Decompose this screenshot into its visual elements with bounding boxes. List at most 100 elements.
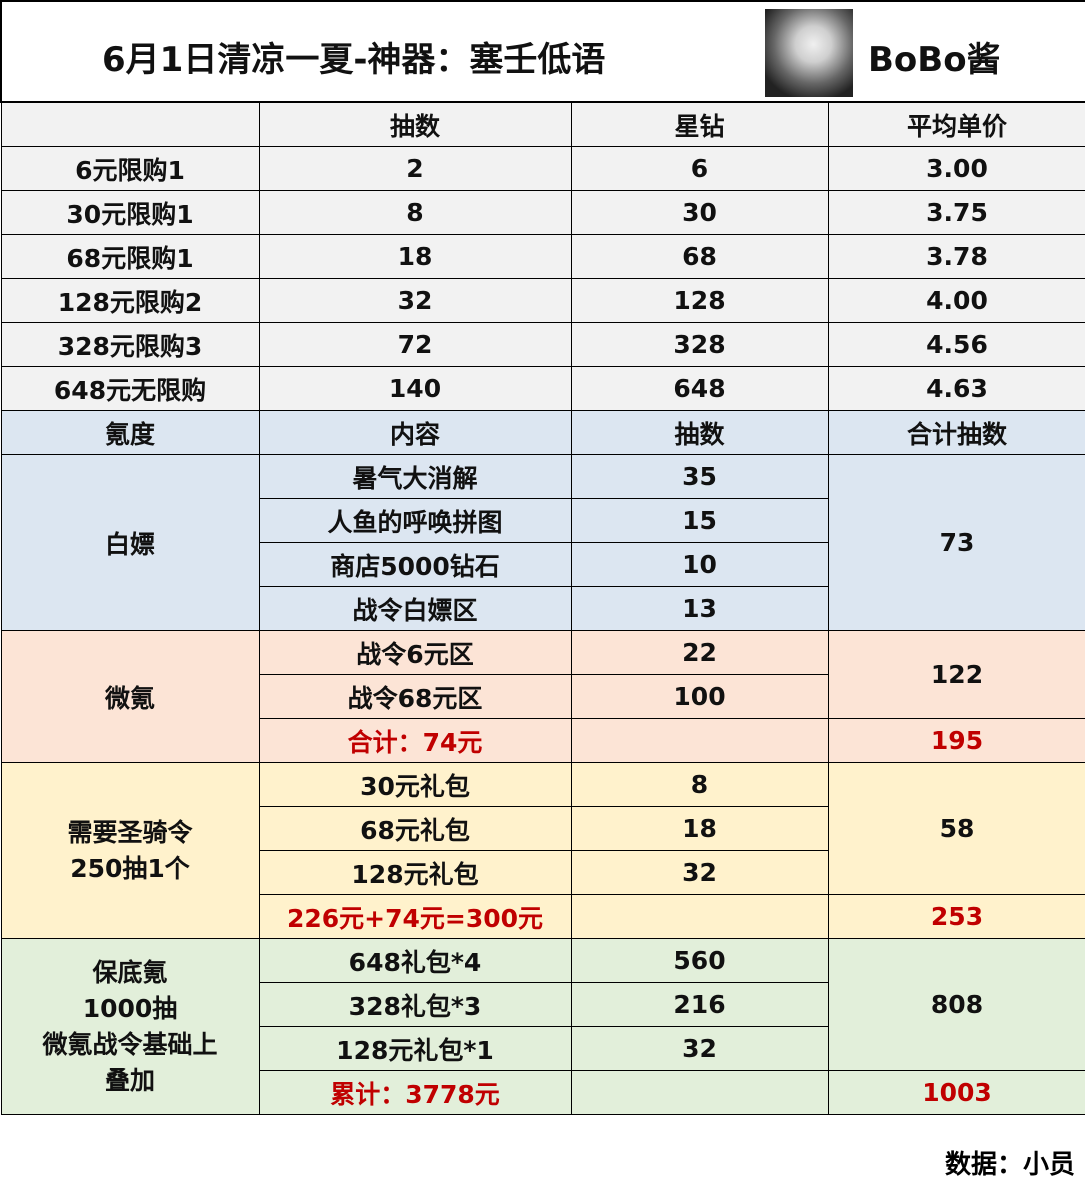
header-cell [0, 101, 260, 147]
item-draws: 15 [570, 498, 829, 543]
table-row: 需要圣骑令 250抽1个 30元礼包 8 58 [0, 762, 1085, 939]
star-diamonds: 648 [570, 366, 829, 411]
tier-subtotal: 58 [827, 762, 1085, 895]
tier-subtotal: 122 [827, 630, 1085, 719]
table-row: 合计：74元 195 [1, 718, 1085, 763]
avg-price: 3.78 [827, 234, 1085, 279]
item-draws: 22 [570, 630, 829, 675]
main-table: 6月1日清凉一夏-神器：塞壬低语 BoBo酱 抽数 星钻 平均单价 6元限购1 2… [0, 0, 1085, 1115]
item-name: 商店5000钻石 [258, 542, 572, 587]
header-cell: 平均单价 [827, 101, 1085, 147]
table-row: 128元礼包*1 32 [1, 1026, 1085, 1071]
star-diamonds: 328 [570, 322, 829, 367]
avg-price: 4.56 [827, 322, 1085, 367]
item-draws: 100 [570, 674, 829, 719]
tier-header-row: 氪度 内容 抽数 合计抽数 [0, 410, 1085, 455]
header-cell: 氪度 [0, 410, 260, 455]
item-name: 战令6元区 [258, 630, 572, 675]
item-draws: 216 [570, 982, 829, 1027]
item-draws: 560 [570, 938, 829, 983]
table-row: 白嫖 暑气大消解 35 73 [0, 454, 1085, 631]
item-name: 68元礼包 [258, 806, 572, 851]
tier-cost: 合计：74元 [258, 718, 572, 763]
tier-label-line: 微氪战令基础上 [42, 1029, 218, 1059]
table-row: 战令68元区 100 [1, 674, 1085, 719]
package-name: 30元限购1 [0, 190, 260, 235]
table-row: 68元限购1 18 68 3.78 [0, 234, 1085, 279]
item-draws: 18 [570, 806, 829, 851]
star-diamonds: 68 [570, 234, 829, 279]
header-cell: 内容 [258, 410, 572, 455]
tier-label-line: 1000抽 [82, 993, 178, 1023]
tier-cost: 累计：3778元 [258, 1070, 572, 1115]
item-name: 战令白嫖区 [258, 586, 572, 631]
data-source: 数据：小员 [944, 1150, 1075, 1180]
item-name: 战令68元区 [258, 674, 572, 719]
table-row: 累计：3778元 1003 [1, 1070, 1085, 1115]
item-name: 648礼包*4 [258, 938, 572, 983]
table-row: 人鱼的呼唤拼图 15 [1, 498, 1085, 543]
tier-label: 微氪 [0, 630, 260, 763]
table-row: 6元限购1 2 6 3.00 [0, 146, 1085, 191]
table-row: 648元无限购 140 648 4.63 [0, 366, 1085, 411]
item-draws: 35 [570, 454, 829, 499]
package-name: 68元限购1 [0, 234, 260, 279]
package-name: 128元限购2 [0, 278, 260, 323]
draws: 2 [258, 146, 572, 191]
price-header-row: 抽数 星钻 平均单价 [0, 101, 1085, 147]
item-draws: 32 [570, 1026, 829, 1071]
author-name: BoBo酱 [868, 40, 1001, 80]
table-row: 微氪 战令6元区 22 122 [0, 630, 1085, 763]
page-title: 6月1日清凉一夏-神器：塞壬低语 [102, 40, 606, 80]
tier-cost: 226元+74元=300元 [258, 894, 572, 939]
table-row: 保底氪 1000抽微氪战令基础上 叠加 648礼包*4 560 808 [0, 938, 1085, 1115]
table-row: 30元限购1 8 30 3.75 [0, 190, 1085, 235]
item-name: 人鱼的呼唤拼图 [258, 498, 572, 543]
package-name: 328元限购3 [0, 322, 260, 367]
item-name: 328礼包*3 [258, 982, 572, 1027]
tier-label-line: 250抽1个 [70, 853, 190, 883]
header-cell: 星钻 [570, 101, 829, 147]
item-draws: 32 [570, 850, 829, 895]
avatar [765, 9, 853, 97]
table-row: 战令白嫖区 13 [1, 586, 1085, 631]
tier-label-line: 保底氪 [92, 957, 168, 987]
package-name: 648元无限购 [0, 366, 260, 411]
header-cell: 抽数 [570, 410, 829, 455]
tier-label-line: 叠加 [104, 1065, 155, 1095]
table-row: 226元+74元=300元 253 [1, 894, 1085, 939]
empty-cell [570, 718, 829, 763]
header-cell: 合计抽数 [827, 410, 1085, 455]
table-row: 128元礼包 32 [1, 850, 1085, 895]
draws: 18 [258, 234, 572, 279]
package-name: 6元限购1 [0, 146, 260, 191]
avg-price: 4.00 [827, 278, 1085, 323]
star-diamonds: 6 [570, 146, 829, 191]
avg-price: 3.75 [827, 190, 1085, 235]
header-cell: 抽数 [258, 101, 572, 147]
item-name: 30元礼包 [258, 762, 572, 807]
tier-label: 需要圣骑令 250抽1个 [0, 762, 260, 939]
tier-label: 保底氪 1000抽微氪战令基础上 叠加 [0, 938, 260, 1115]
table-row: 328元限购3 72 328 4.56 [0, 322, 1085, 367]
item-draws: 13 [570, 586, 829, 631]
item-draws: 8 [570, 762, 829, 807]
item-name: 128元礼包 [258, 850, 572, 895]
tier-total: 1003 [827, 1070, 1085, 1115]
table-row: 68元礼包 18 [1, 806, 1085, 851]
empty-cell [570, 894, 829, 939]
tier-label: 白嫖 [0, 454, 260, 631]
draws: 72 [258, 322, 572, 367]
star-diamonds: 128 [570, 278, 829, 323]
item-name: 暑气大消解 [258, 454, 572, 499]
avg-price: 4.63 [827, 366, 1085, 411]
table-row: 328礼包*3 216 [1, 982, 1085, 1027]
tier-label-line: 需要圣骑令 [67, 817, 193, 847]
tier-total: 73 [827, 454, 1085, 631]
tier-total: 253 [827, 894, 1085, 939]
item-draws: 10 [570, 542, 829, 587]
tier-subtotal: 808 [827, 938, 1085, 1071]
table-row: 128元限购2 32 128 4.00 [0, 278, 1085, 323]
star-diamonds: 30 [570, 190, 829, 235]
draws: 8 [258, 190, 572, 235]
